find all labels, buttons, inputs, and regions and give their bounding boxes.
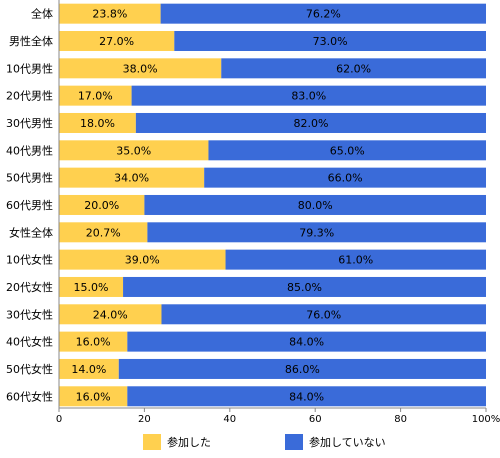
bar-participated [59,358,119,379]
bar-not-participated [127,386,486,407]
x-tick-label: 0 [56,414,62,425]
legend: 参加した 参加していない [143,434,386,450]
x-tick-label: 20 [138,414,151,425]
bar-not-participated [144,194,486,215]
data-label-participated: 18.0% [80,117,115,130]
bar-participated [59,58,222,79]
data-label-not-participated: 82.0% [293,117,328,130]
x-tick-label: 40 [223,414,236,425]
data-label-not-participated: 61.0% [338,254,373,267]
bar-not-participated [161,304,487,325]
data-label-participated: 34.0% [114,172,149,185]
category-label: 50代男性 [6,171,53,185]
bar-participated [59,30,175,51]
data-label-participated: 16.0% [76,390,111,403]
bar-participated [59,167,205,188]
bar-not-participated [123,276,487,297]
category-label: 50代女性 [6,362,53,376]
bar-participated [59,140,209,161]
category-label: 60代女性 [6,389,53,403]
legend-participated-label: 参加した [167,435,211,449]
category-label: 30代女性 [6,307,53,321]
bar-not-participated [118,358,486,379]
category-label: 全体 [31,7,53,21]
category-label: 60代男性 [6,198,53,212]
category-label: 20代女性 [6,280,53,294]
x-axis: 0 20 40 60 80 100% [56,0,500,425]
data-label-participated: 39.0% [125,254,160,267]
data-label-not-participated: 66.0% [328,172,363,185]
legend-not-participated-swatch [285,434,303,450]
data-label-participated: 15.0% [74,281,109,294]
bar-participated [59,85,132,106]
data-label-participated: 27.0% [99,35,134,48]
bar-not-participated [221,58,486,79]
data-label-not-participated: 79.3% [299,226,334,239]
bar-participated [59,194,145,215]
data-label-not-participated: 85.0% [287,281,322,294]
bar-not-participated [204,167,486,188]
data-label-participated: 20.7% [86,226,121,239]
bar-not-participated [225,249,486,270]
data-label-participated: 16.0% [76,336,111,349]
legend-participated-swatch [143,434,161,450]
bar-participated [59,304,162,325]
category-label: 女性全体 [9,225,53,239]
bar-participated [59,386,128,407]
bar-participated [59,222,148,243]
category-label: 40代男性 [6,143,53,157]
bar-not-participated [174,30,487,51]
bar-participated [59,249,226,270]
data-label-not-participated: 83.0% [291,90,326,103]
data-label-participated: 23.8% [92,8,127,21]
category-label: 男性全体 [9,34,53,48]
data-label-not-participated: 84.0% [289,336,324,349]
bar-not-participated [208,140,486,161]
bar-participated [59,276,124,297]
data-label-not-participated: 76.2% [306,8,341,21]
bar-not-participated [135,112,487,133]
data-label-not-participated: 76.0% [306,308,341,321]
data-label-participated: 20.0% [84,199,119,212]
data-label-not-participated: 80.0% [298,199,333,212]
data-label-not-participated: 65.0% [330,144,365,157]
data-label-not-participated: 73.0% [313,35,348,48]
bar-participated [59,331,128,352]
bar-not-participated [131,85,486,106]
category-label: 10代女性 [6,253,53,267]
category-label: 40代女性 [6,335,53,349]
data-label-participated: 35.0% [116,144,151,157]
bar-not-participated [127,331,486,352]
data-label-participated: 17.0% [78,90,113,103]
category-label: 20代男性 [6,89,53,103]
x-tick-label: 80 [394,414,407,425]
legend-not-participated-label: 参加していない [309,435,386,449]
data-label-not-participated: 86.0% [285,363,320,376]
bar-participated [59,112,136,133]
data-label-participated: 14.0% [71,363,106,376]
x-tick-label: 100% [472,414,500,425]
bar-participated [59,3,161,24]
category-label: 30代男性 [6,116,53,130]
bars-group: 全体 23.8% 76.2% 男性全体 27.0% 73.0% 10代男性 38.0% 62.0… [6,3,487,407]
data-label-participated: 24.0% [93,308,128,321]
data-label-participated: 38.0% [123,62,158,75]
x-tick-label: 60 [309,414,322,425]
category-label: 10代男性 [6,61,53,75]
data-label-not-participated: 84.0% [289,390,324,403]
bar-not-participated [160,3,486,24]
data-label-not-participated: 62.0% [336,62,371,75]
bar-not-participated [147,222,486,243]
